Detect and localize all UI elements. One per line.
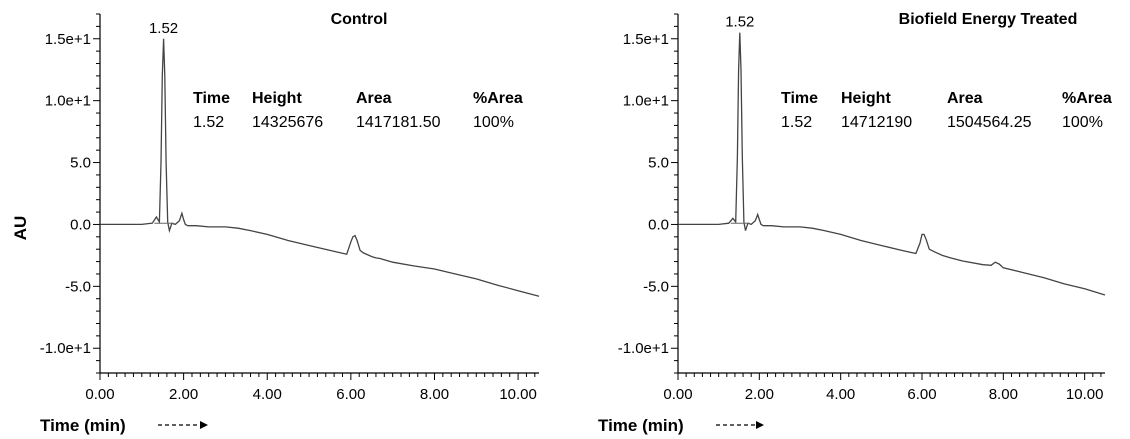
- table-cell-height: 14712190: [841, 114, 912, 131]
- y-tick-label: -5.0: [643, 278, 669, 295]
- x-tick-label: 8.00: [989, 386, 1018, 403]
- chart-title: Control: [331, 11, 388, 28]
- table-header-percent-area: %Area: [473, 90, 523, 107]
- peak-label: 1.52: [725, 14, 754, 31]
- x-tick-label: 4.00: [253, 386, 282, 403]
- y-tick-label: -1.0e+1: [40, 340, 91, 357]
- table-cell-percent-area: 100%: [1062, 114, 1103, 131]
- y-tick-label: 1.5e+1: [623, 31, 669, 48]
- y-tick-label: 0.0: [648, 216, 669, 233]
- table-header-height: Height: [841, 90, 891, 107]
- chromatogram-trace: [100, 38, 540, 297]
- x-axis-label: Time (min): [598, 416, 684, 435]
- treated-chromatogram: Biofield Energy Treated Time Height Area…: [598, 11, 1112, 435]
- x-tick-label: 8.00: [420, 386, 449, 403]
- table-cell-percent-area: 100%: [473, 114, 514, 131]
- control-chromatogram: AU Control Time Height Area %Area 1.52 1…: [11, 11, 540, 435]
- table-header-area: Area: [356, 90, 392, 107]
- y-tick-label: 1.5e+1: [45, 31, 91, 48]
- y-tick-label: 1.0e+1: [45, 93, 91, 110]
- x-axis-arrow: [716, 421, 764, 429]
- table-cell-time: 1.52: [193, 114, 224, 131]
- x-tick-label: 6.00: [907, 386, 936, 403]
- table-header-time: Time: [193, 90, 230, 107]
- table-header-time: Time: [781, 90, 818, 107]
- x-tick-label: 0.00: [663, 386, 692, 403]
- y-axis-label: AU: [11, 216, 30, 241]
- table-cell-time: 1.52: [781, 114, 812, 131]
- chromatogram-trace: [678, 32, 1106, 296]
- x-tick-label: 0.00: [85, 386, 114, 403]
- x-tick-label: 10.00: [499, 386, 537, 403]
- peak-table: Time Height Area %Area 1.52 14325676 141…: [193, 90, 523, 131]
- y-tick-label: -1.0e+1: [618, 340, 669, 357]
- x-axis-arrow: [158, 421, 208, 429]
- table-cell-area: 1417181.50: [356, 114, 441, 131]
- x-tick-label: 6.00: [336, 386, 365, 403]
- x-tick-label: 2.00: [745, 386, 774, 403]
- y-tick-label: 0.0: [70, 216, 91, 233]
- x-tick-label: 10.00: [1066, 386, 1104, 403]
- chart-title: Biofield Energy Treated: [899, 11, 1078, 28]
- table-header-area: Area: [947, 90, 983, 107]
- peak-label: 1.52: [149, 20, 178, 37]
- y-tick-label: 5.0: [70, 155, 91, 172]
- table-header-percent-area: %Area: [1062, 90, 1112, 107]
- y-tick-label: 1.0e+1: [623, 93, 669, 110]
- table-cell-area: 1504564.25: [947, 114, 1032, 131]
- x-tick-label: 4.00: [826, 386, 855, 403]
- table-header-height: Height: [252, 90, 302, 107]
- x-axis-label: Time (min): [40, 416, 126, 435]
- x-tick-label: 2.00: [169, 386, 198, 403]
- peak-table: Time Height Area %Area 1.52 14712190 150…: [781, 90, 1112, 131]
- y-tick-label: -5.0: [65, 278, 91, 295]
- table-cell-height: 14325676: [252, 114, 323, 131]
- y-tick-label: 5.0: [648, 155, 669, 172]
